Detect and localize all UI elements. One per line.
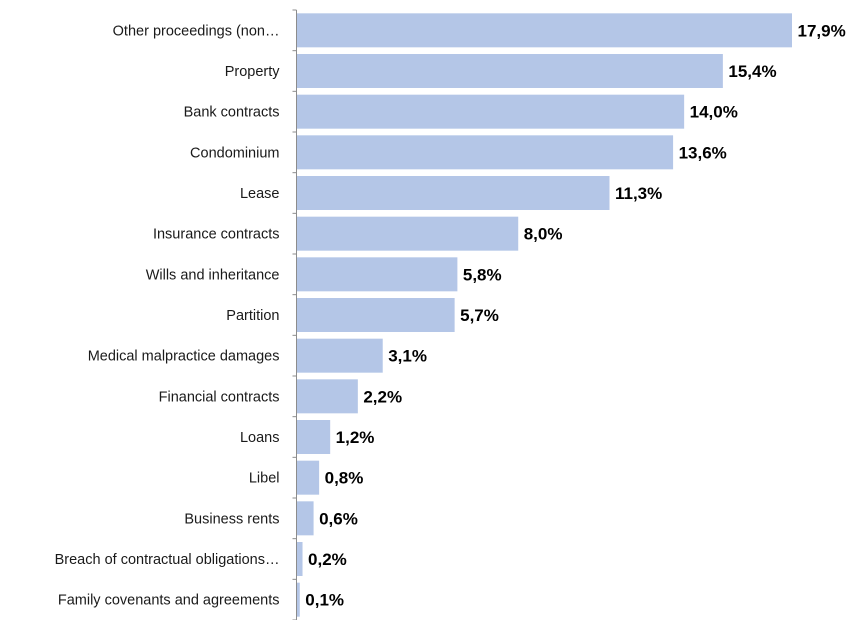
bars-group [297, 13, 792, 617]
value-label: 5,7% [460, 306, 499, 325]
value-label: 5,8% [463, 265, 502, 284]
category-labels-group: Other proceedings (non… Property Bank cont… [55, 23, 281, 608]
bar-5 [297, 216, 519, 251]
category-label: Condominium [190, 145, 279, 161]
bar-14 [297, 582, 300, 617]
category-label: Partition [226, 308, 279, 324]
value-label: 8,0% [524, 225, 563, 244]
category-label: Wills and inheritance [146, 267, 280, 283]
value-label: 0,8% [325, 469, 364, 488]
bar-7 [297, 298, 455, 332]
bar-8 [297, 338, 383, 373]
category-label: Other proceedings (non… [113, 23, 280, 39]
value-labels-group: 17,9% 15,4% 14,0% 13,6% 11,3% 8,0% 5,8% 5,7% 3,1… [305, 21, 845, 609]
bar-10 [297, 420, 331, 454]
bar-11 [297, 460, 320, 495]
category-label: Breach of contractual obligations… [55, 552, 280, 568]
category-label: Insurance contracts [153, 227, 280, 243]
value-label: 0,2% [308, 550, 347, 569]
bar-9 [297, 379, 358, 414]
value-label: 11,3% [615, 184, 662, 203]
category-label: Business rents [184, 511, 279, 527]
value-label: 0,1% [305, 591, 344, 610]
category-label: Libel [249, 471, 280, 487]
value-label: 2,2% [363, 387, 402, 406]
bar-0 [297, 13, 792, 48]
value-label: 1,2% [336, 428, 375, 447]
category-label: Financial contracts [159, 389, 280, 405]
category-axis [292, 9, 297, 620]
category-label: Bank contracts [184, 105, 280, 121]
value-label: 13,6% [679, 143, 727, 162]
bar-3 [297, 135, 674, 170]
value-label: 0,6% [319, 509, 358, 528]
category-label: Lease [240, 186, 280, 202]
bar-12 [297, 501, 314, 536]
category-label: Property [225, 64, 281, 80]
value-label: 17,9% [798, 21, 846, 40]
category-label: Medical malpractice damages [88, 349, 280, 365]
bar-4 [297, 176, 610, 210]
value-label: 15,4% [728, 62, 776, 81]
value-label: 14,0% [690, 103, 738, 122]
bar-6 [297, 257, 458, 292]
bar-1 [297, 54, 723, 88]
category-label: Loans [240, 430, 280, 446]
bar-13 [297, 542, 303, 576]
category-label: Family covenants and agreements [58, 593, 280, 609]
bar-2 [297, 94, 685, 129]
value-label: 3,1% [388, 347, 427, 366]
